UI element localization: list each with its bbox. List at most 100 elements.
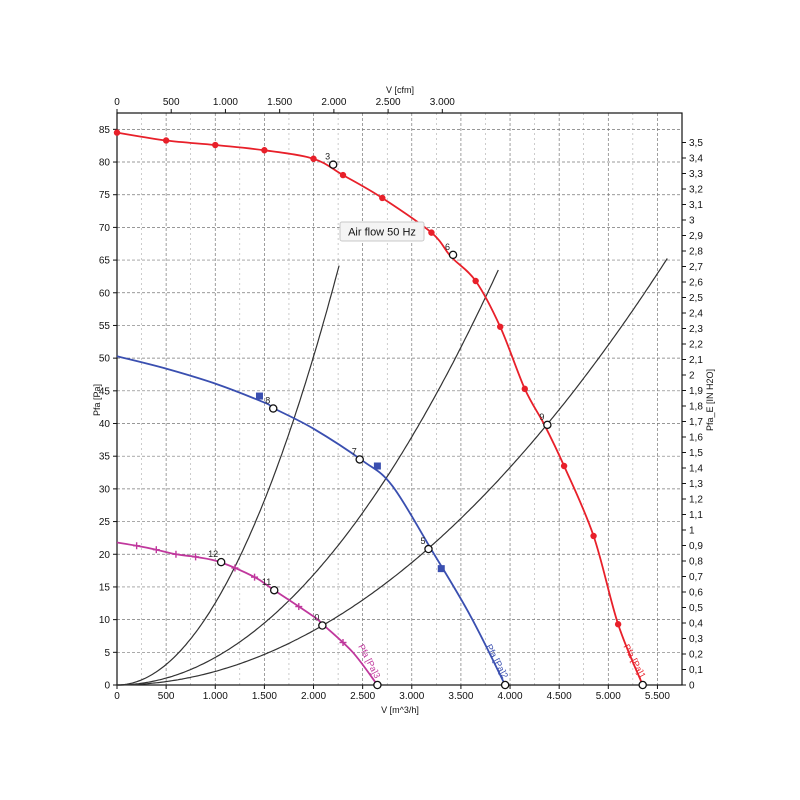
x-bottom-tick-label: 1.000 bbox=[203, 691, 228, 702]
grid bbox=[117, 113, 682, 685]
x-bottom-tick-label: 1.500 bbox=[252, 691, 277, 702]
series-3-marker bbox=[152, 546, 160, 554]
y-right-tick-label: 1,8 bbox=[689, 402, 703, 413]
x-top-tick-label: 2.500 bbox=[376, 97, 401, 108]
x-bottom-tick-label: 5.000 bbox=[596, 691, 621, 702]
operating-point bbox=[424, 544, 433, 554]
y-left-tick-label: 55 bbox=[99, 321, 111, 332]
y-right-tick-label: 2,5 bbox=[689, 293, 703, 304]
y-right-tick-label: 1,4 bbox=[689, 464, 703, 475]
x-top-tick-label: 500 bbox=[163, 97, 180, 108]
operating-point bbox=[328, 160, 338, 169]
y-right-tick-label: 3,3 bbox=[689, 169, 703, 180]
y-left-tick-label: 60 bbox=[99, 288, 111, 299]
operating-point bbox=[638, 680, 647, 690]
y-right-tick-label: 1,7 bbox=[689, 417, 703, 428]
x-top-tick-label: 1.000 bbox=[213, 97, 238, 108]
y-left-tick-label: 5 bbox=[104, 648, 110, 659]
y-right-tick-label: 0,4 bbox=[689, 619, 703, 630]
y-right-tick-label: 2,7 bbox=[689, 262, 703, 273]
y-right-axis-title: Pfa_E [IN H2O] bbox=[705, 369, 715, 431]
y-right-tick-label: 2,9 bbox=[689, 231, 703, 242]
x-bottom-tick-label: 2.500 bbox=[350, 691, 375, 702]
x-bottom-axis-title: V [m^3/h] bbox=[381, 705, 419, 715]
operating-point-label: 9 bbox=[539, 412, 544, 422]
y-right-tick-label: 2,4 bbox=[689, 309, 703, 320]
x-bottom-tick-label: 0 bbox=[114, 691, 120, 702]
y-right-tick-label: 3,2 bbox=[689, 185, 703, 196]
y-right-tick-label: 1,1 bbox=[689, 510, 703, 521]
y-right-tick-label: 3,4 bbox=[689, 154, 703, 165]
operating-point bbox=[355, 455, 364, 464]
series-3-marker bbox=[251, 573, 259, 581]
y-right-tick-label: 3,1 bbox=[689, 200, 703, 211]
system-curve-1 bbox=[117, 265, 340, 686]
system-curves bbox=[117, 258, 668, 686]
y-right-tick-label: 1,6 bbox=[689, 433, 703, 444]
operating-point-label: 7 bbox=[352, 446, 357, 456]
plot-frame bbox=[116, 112, 683, 686]
y-left-tick-label: 85 bbox=[99, 125, 111, 136]
y-left-tick-label: 40 bbox=[99, 419, 111, 430]
x-bottom-tick-label: 500 bbox=[158, 691, 175, 702]
annotation-tooltip: Air flow 50 Hz bbox=[339, 221, 425, 242]
y-left-tick-label: 45 bbox=[99, 386, 111, 397]
series-1-marker bbox=[310, 155, 317, 162]
y-right-tick-label: 2,3 bbox=[689, 324, 703, 335]
x-bottom-tick-label: 4.500 bbox=[547, 691, 572, 702]
y-left-axis-title: Pfa [Pa] bbox=[92, 384, 102, 416]
system-curve-3 bbox=[117, 258, 668, 686]
x-bottom-tick-label: 4.000 bbox=[498, 691, 523, 702]
y-right-tick-label: 1 bbox=[689, 526, 695, 537]
series-3-marker bbox=[192, 553, 200, 561]
series-1-marker bbox=[113, 129, 121, 136]
y-right-tick-label: 1,3 bbox=[689, 479, 703, 490]
y-left-tick-label: 20 bbox=[99, 550, 111, 561]
series-1-marker bbox=[212, 141, 219, 149]
y-left-tick-label: 30 bbox=[99, 484, 111, 495]
operating-point bbox=[543, 420, 552, 430]
x-bottom-tick-label: 2.000 bbox=[301, 691, 326, 702]
y-left-tick-label: 70 bbox=[99, 223, 111, 234]
series-2-marker bbox=[255, 392, 263, 400]
y-right-tick-label: 0,3 bbox=[689, 634, 703, 645]
operating-point-label: 12 bbox=[208, 549, 218, 559]
operating-point bbox=[373, 680, 382, 690]
x-top-tick-label: 1.500 bbox=[267, 97, 292, 108]
y-left-tick-label: 15 bbox=[99, 582, 111, 593]
series-2-marker bbox=[373, 462, 381, 470]
series-3-marker bbox=[133, 542, 141, 550]
y-right-tick-label: 0,9 bbox=[689, 541, 703, 552]
series-1-marker bbox=[521, 385, 528, 393]
series-2-marker bbox=[437, 565, 445, 573]
y-right-tick-label: 0,7 bbox=[689, 572, 703, 583]
operating-point bbox=[268, 404, 278, 413]
series-1-marker bbox=[261, 147, 268, 154]
operating-point bbox=[448, 250, 458, 260]
x-top-tick-label: 2.000 bbox=[321, 97, 346, 108]
series-1-marker bbox=[339, 171, 347, 179]
series-line-1 bbox=[116, 131, 644, 686]
x-top-tick-label: 0 bbox=[114, 97, 120, 108]
y-right-tick-label: 2,1 bbox=[689, 355, 703, 366]
y-left-tick-label: 80 bbox=[99, 158, 111, 169]
operating-point-label: 5 bbox=[420, 536, 425, 546]
y-right-tick-label: 3,5 bbox=[689, 138, 703, 149]
y-left-tick-label: 25 bbox=[99, 517, 111, 528]
x-bottom-tick-label: 3.500 bbox=[448, 691, 473, 702]
operating-points: 3 6 9 8 7 5 12 11 0 bbox=[208, 152, 647, 690]
series-1-marker bbox=[614, 621, 622, 628]
curve-markers bbox=[113, 129, 622, 647]
series-1-marker bbox=[428, 229, 435, 236]
y-right-tick-label: 0,5 bbox=[689, 603, 703, 614]
operating-point-label: 8 bbox=[265, 395, 270, 405]
series-3-marker bbox=[231, 564, 239, 572]
y-right-tick-label: 1,5 bbox=[689, 448, 703, 459]
y-right-tick-label: 1,9 bbox=[689, 386, 703, 397]
series-line-2 bbox=[116, 355, 506, 686]
y-left-tick-label: 10 bbox=[99, 615, 111, 626]
operating-point bbox=[269, 585, 279, 595]
x-top-tick-label: 3.000 bbox=[430, 97, 455, 108]
